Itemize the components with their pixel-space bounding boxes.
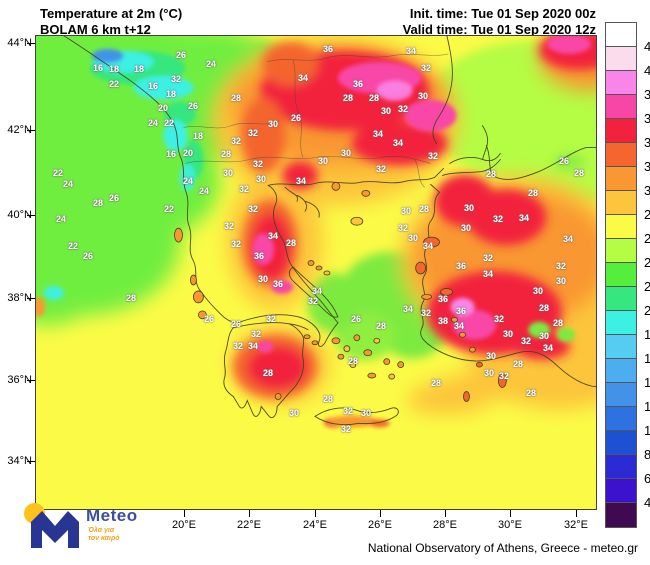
colorbar-label: 28 xyxy=(644,207,650,222)
temperature-map: 16 18 18 22 16 32 18 26 24 20 26 24 22 28 34 26 18 32 30 32… xyxy=(35,35,597,510)
colorbar-label: 30 xyxy=(644,183,650,198)
colorbar-label: 6 xyxy=(644,471,650,486)
lat-axis-label: 42°N xyxy=(7,124,32,136)
colorbar-scale xyxy=(605,22,637,528)
colorbar-cell xyxy=(606,47,636,71)
lat-axis-tick xyxy=(27,130,35,131)
colorbar-label: 24 xyxy=(644,255,650,270)
colorbar-cell xyxy=(606,143,636,167)
lon-axis-label: 28°E xyxy=(433,519,457,531)
attribution-text: National Observatory of Athens, Greece -… xyxy=(367,541,638,555)
lat-axis-tick xyxy=(27,461,35,462)
meteo-logo: Meteo Όλα για τον καιρό xyxy=(22,499,172,561)
lon-axis-tick xyxy=(315,510,316,517)
colorbar-cell xyxy=(606,311,636,335)
islands xyxy=(174,181,507,402)
country-borders xyxy=(183,53,449,188)
colorbar-cell xyxy=(606,95,636,119)
colorbar-label: 22 xyxy=(644,279,650,294)
lon-axis-tick xyxy=(184,510,185,517)
colorbar-cell xyxy=(606,191,636,215)
colorbar-cell xyxy=(606,23,636,47)
lon-axis-label: 30°E xyxy=(498,519,522,531)
lat-axis-tick xyxy=(27,380,35,381)
colorbar-label: 8 xyxy=(644,447,650,462)
colorbar-label: 40 xyxy=(644,63,650,78)
colorbar-cell xyxy=(606,71,636,95)
lat-axis-label: 44°N xyxy=(7,37,32,49)
colorbar-label: 36 xyxy=(644,111,650,126)
temperature-field-svg xyxy=(36,36,596,509)
colorbar-label: 16 xyxy=(644,351,650,366)
lon-axis-tick xyxy=(249,510,250,517)
valid-time: Valid time: Tue 01 Sep 2020 12z xyxy=(402,22,596,37)
colorbar-cell xyxy=(606,503,636,527)
colorbar-label: 14 xyxy=(644,375,650,390)
title-line1: Temperature at 2m (°C) xyxy=(40,6,183,21)
map-title: Temperature at 2m (°C) BOLAM 6 km t+12 xyxy=(40,6,182,38)
colorbar-label: 18 xyxy=(644,327,650,342)
colorbar-cell xyxy=(606,119,636,143)
lon-axis-label: 22°E xyxy=(237,519,261,531)
lat-axis-label: 38°N xyxy=(7,292,32,304)
colorbar-cell xyxy=(606,167,636,191)
lon-axis-label: 32°E xyxy=(564,519,588,531)
colorbar-cell xyxy=(606,215,636,239)
lon-axis-tick xyxy=(510,510,511,517)
lon-axis-label: 24°E xyxy=(303,519,327,531)
lon-axis-tick xyxy=(380,510,381,517)
logo-tagline-line2: τον καιρό xyxy=(88,535,120,542)
colorbar-label: 42 xyxy=(644,39,650,54)
colorbar-cell xyxy=(606,383,636,407)
colorbar-cell xyxy=(606,479,636,503)
logo-wordmark: Meteo xyxy=(86,506,138,525)
lat-axis-label: 40°N xyxy=(7,209,32,221)
coastlines xyxy=(63,36,596,426)
lat-axis-tick xyxy=(27,298,35,299)
lon-axis-tick xyxy=(445,510,446,517)
init-time: Init. time: Tue 01 Sep 2020 00z xyxy=(409,6,596,21)
colorbar-cell xyxy=(606,359,636,383)
colorbar-label: 4 xyxy=(644,495,650,510)
lat-axis-label: 34°N xyxy=(7,455,32,467)
temperature-colorbar: 42 40 38 36 34 32 30 28 26 24 22 20 18 16 14 12 10 8 6 4 xyxy=(605,22,650,528)
run-times: Init. time: Tue 01 Sep 2020 00z Valid ti… xyxy=(403,6,596,38)
colorbar-cell xyxy=(606,239,636,263)
colorbar-cell xyxy=(606,263,636,287)
colorbar-cell xyxy=(606,431,636,455)
lat-axis-tick xyxy=(27,43,35,44)
colorbar-cell xyxy=(606,455,636,479)
lon-axis-label: 26°E xyxy=(368,519,392,531)
lon-axis-tick xyxy=(576,510,577,517)
colorbar-cell xyxy=(606,287,636,311)
colorbar-label: 12 xyxy=(644,399,650,414)
colorbar-cell xyxy=(606,335,636,359)
colorbar-label: 20 xyxy=(644,303,650,318)
logo-tagline: Όλα για τον καιρό xyxy=(88,527,119,543)
colorbar-cell xyxy=(606,407,636,431)
colorbar-label: 34 xyxy=(644,135,650,150)
colorbar-label: 10 xyxy=(644,423,650,438)
logo-m-icon xyxy=(31,511,79,548)
lat-axis-label: 36°N xyxy=(7,374,32,386)
colorbar-label: 32 xyxy=(644,159,650,174)
title-line2: BOLAM 6 km t+12 xyxy=(40,22,151,37)
lat-axis-tick xyxy=(27,215,35,216)
colorbar-label: 38 xyxy=(644,87,650,102)
logo-tagline-line1: Όλα για xyxy=(88,527,115,534)
colorbar-label: 26 xyxy=(644,231,650,246)
